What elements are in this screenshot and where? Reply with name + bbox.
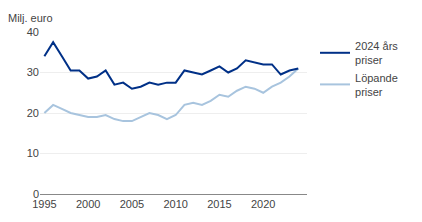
svg-text:Löpandepriser: Löpandepriser [355,72,398,98]
svg-text:2015: 2015 [207,198,231,210]
svg-text:30: 30 [27,66,39,78]
svg-text:2000: 2000 [76,198,100,210]
svg-text:20: 20 [27,107,39,119]
svg-text:Milj. euro: Milj. euro [8,12,53,24]
svg-text:1995: 1995 [32,198,56,210]
svg-text:2005: 2005 [120,198,144,210]
svg-text:2010: 2010 [163,198,187,210]
svg-text:40: 40 [27,26,39,38]
svg-text:2024 årspriser: 2024 årspriser [355,40,398,66]
svg-text:10: 10 [27,147,39,159]
svg-text:0: 0 [33,188,39,200]
svg-text:2020: 2020 [251,198,275,210]
